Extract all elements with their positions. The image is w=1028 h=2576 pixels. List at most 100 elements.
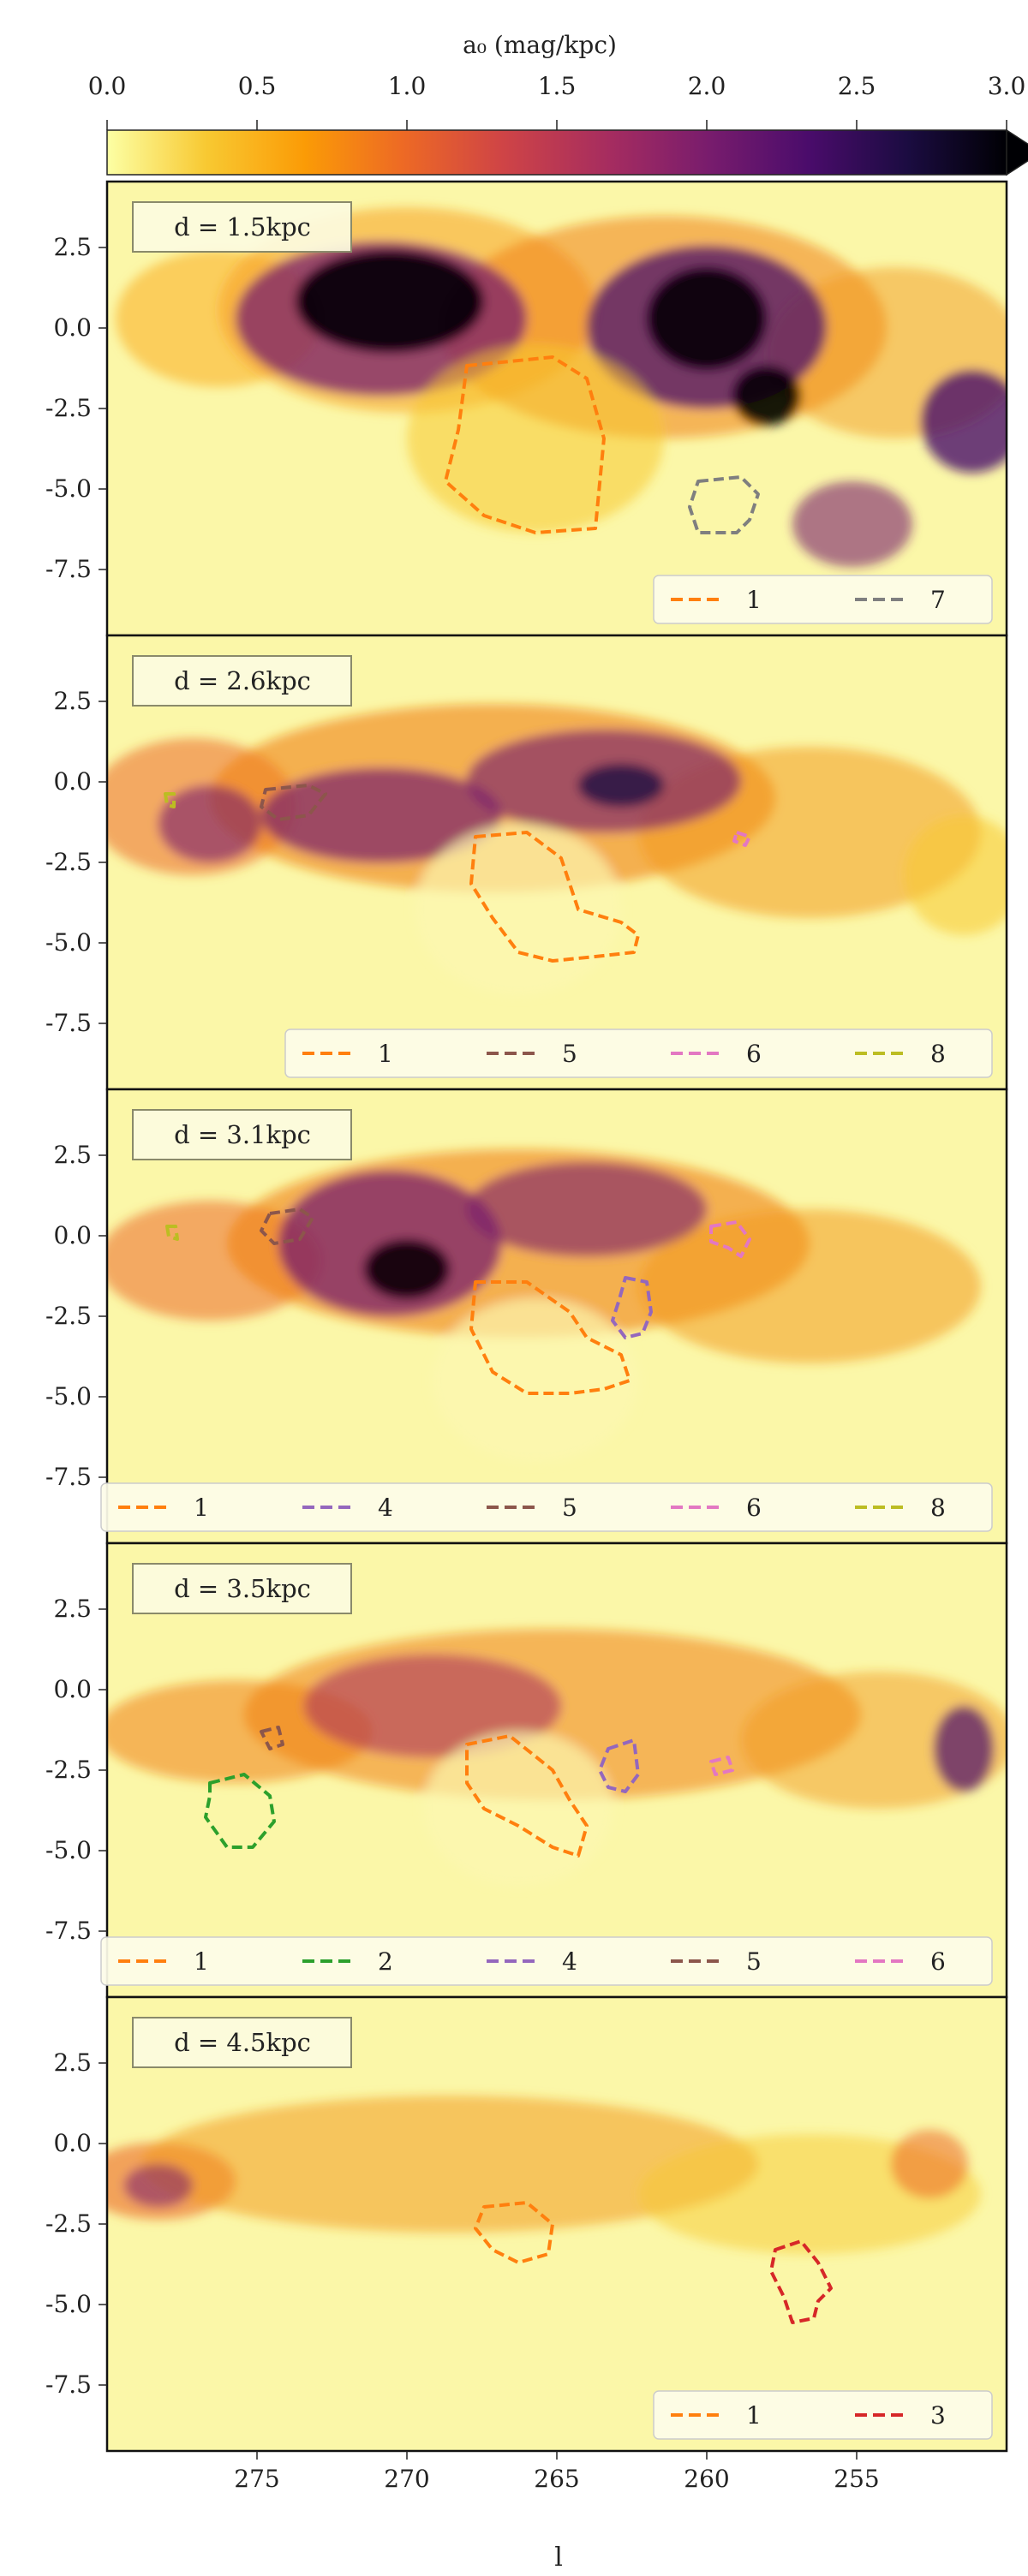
extinction-region [891, 2130, 968, 2198]
legend-entry-label: 1 [746, 586, 762, 614]
colorbar: a₀ (mag/kpc) 0.0 0.5 1.0 1.5 2.0 2.5 3.0 [88, 31, 1028, 176]
x-tick-label: 260 [684, 2465, 729, 2493]
colorbar-tick-label: 0.0 [88, 72, 127, 100]
cloud-contour-5 [260, 784, 327, 821]
legend-entry-label: 1 [194, 1494, 209, 1522]
panel: 2.5 0.0 -2.5 -5.0 -7.5 d = 1.5kpc 1 7 [45, 180, 1008, 637]
cloud-contour-4 [611, 1276, 653, 1339]
extinction-region [647, 267, 767, 370]
colorbar-gradient [106, 129, 1007, 176]
y-tick-label: -5.0 [45, 474, 92, 503]
colorbar-tick-label: 2.0 [688, 72, 726, 100]
heatmap [107, 1149, 981, 1462]
x-tick-label: 255 [834, 2465, 879, 2493]
extinction-region [364, 1239, 450, 1299]
legend-entry-label: 1 [194, 1947, 209, 1976]
x-axis-label: l [554, 2543, 563, 2573]
y-tick-label: 0.0 [53, 1675, 92, 1703]
panel: 2.5 0.0 -2.5 -5.0 -7.5 d = 3.5kpc 1 2 4 5 6 [45, 1541, 1008, 1999]
legend-entry-label: 5 [562, 1494, 577, 1522]
colorbar-ticks: 0.0 0.5 1.0 1.5 2.0 2.5 3.0 [88, 72, 1025, 130]
extinction-region [415, 824, 621, 995]
distance-label: d = 1.5kpc [174, 212, 311, 242]
extinction-region [407, 344, 664, 533]
y-tick-label: -7.5 [45, 2370, 92, 2399]
legend-entry-label: 2 [378, 1947, 393, 1976]
distance-label: d = 3.5kpc [174, 1574, 311, 1603]
legend-box [653, 575, 993, 624]
distance-label-box [132, 1109, 352, 1160]
extinction-region [424, 1732, 613, 1886]
legend-box [284, 1029, 993, 1078]
y-tick-label: -5.0 [45, 2290, 92, 2318]
extinction-region [732, 366, 801, 426]
legend-entry-label: 5 [562, 1040, 577, 1068]
distance-label: d = 2.6kpc [174, 666, 311, 695]
cloud-contour-6 [709, 1756, 734, 1776]
y-tick-label: -2.5 [45, 394, 92, 422]
extinction-region [296, 250, 484, 353]
legend: 1 4 5 6 8 [100, 1482, 993, 1532]
cloud-contour-5 [260, 1208, 314, 1245]
extinction-region [158, 785, 261, 862]
cloud-contour-1 [474, 2201, 554, 2264]
x-axis: 275 270 265 260 255 [234, 2451, 880, 2493]
cloud-contour-8 [165, 1225, 179, 1241]
panels: 2.5 0.0 -2.5 -5.0 -7.5 d = 1.5kpc 1 7 2.5 0.0 -2.5… [45, 180, 1008, 2453]
legend-box [100, 1482, 993, 1532]
extinction-region [467, 1162, 707, 1256]
extinction-region [934, 1706, 994, 1792]
colorbar-label: a₀ (mag/kpc) [463, 31, 617, 59]
x-tick-label: 270 [384, 2465, 429, 2493]
y-tick-label: -7.5 [45, 555, 92, 583]
cloud-contour-1 [469, 831, 640, 963]
legend-entry-label: 4 [562, 1947, 577, 1976]
x-tick-label: 275 [234, 2465, 279, 2493]
extinction-region [578, 764, 664, 807]
extinction-region [433, 1299, 638, 1462]
y-tick-label: -5.0 [45, 1836, 92, 1864]
heatmap [107, 704, 1007, 995]
y-tick-label: 0.0 [53, 1221, 92, 1249]
extinction-region [124, 2164, 193, 2207]
y-tick-label: -2.5 [45, 848, 92, 876]
cloud-contour-1 [444, 355, 606, 534]
extinction-region [304, 1655, 561, 1757]
y-tick-label: 0.0 [53, 313, 92, 342]
legend: 1 2 4 5 6 [100, 1936, 993, 1986]
colorbar-tick-label: 0.5 [238, 72, 277, 100]
y-tick-label: -2.5 [45, 2209, 92, 2238]
legend-entry-label: 6 [746, 1494, 762, 1522]
y-tick-label: -2.5 [45, 1302, 92, 1330]
extinction-region [904, 815, 1007, 935]
cloud-contour-7 [688, 475, 760, 534]
legend-entry-label: 1 [378, 1040, 393, 1068]
y-tick-label: 2.5 [53, 233, 92, 261]
y-tick-label: -2.5 [45, 1756, 92, 1784]
y-tick-label: 0.0 [53, 767, 92, 796]
legend-entry-label: 6 [746, 1040, 762, 1068]
colorbar-tick-label: 1.5 [538, 72, 577, 100]
legend-entry-label: 5 [746, 1947, 762, 1976]
cloud-contour-4 [598, 1738, 640, 1793]
distance-label-box [132, 1563, 352, 1614]
colorbar-extend-arrow [1006, 128, 1028, 176]
legend-entry-label: 8 [930, 1494, 946, 1522]
y-tick-label: 2.5 [53, 1141, 92, 1169]
distance-label: d = 3.1kpc [174, 1120, 311, 1149]
colorbar-tick-label: 2.5 [838, 72, 876, 100]
legend-box [653, 2390, 993, 2440]
legend-entry-label: 6 [930, 1947, 946, 1976]
extinction-region [261, 768, 501, 862]
cloud-contour-1 [465, 1734, 589, 1857]
cloud-contour-5 [260, 1726, 284, 1750]
y-tick-label: -5.0 [45, 1382, 92, 1410]
y-tick-label: -7.5 [45, 1009, 92, 1037]
distance-label-box [132, 2017, 352, 2068]
cloud-contour-2 [204, 1773, 276, 1849]
